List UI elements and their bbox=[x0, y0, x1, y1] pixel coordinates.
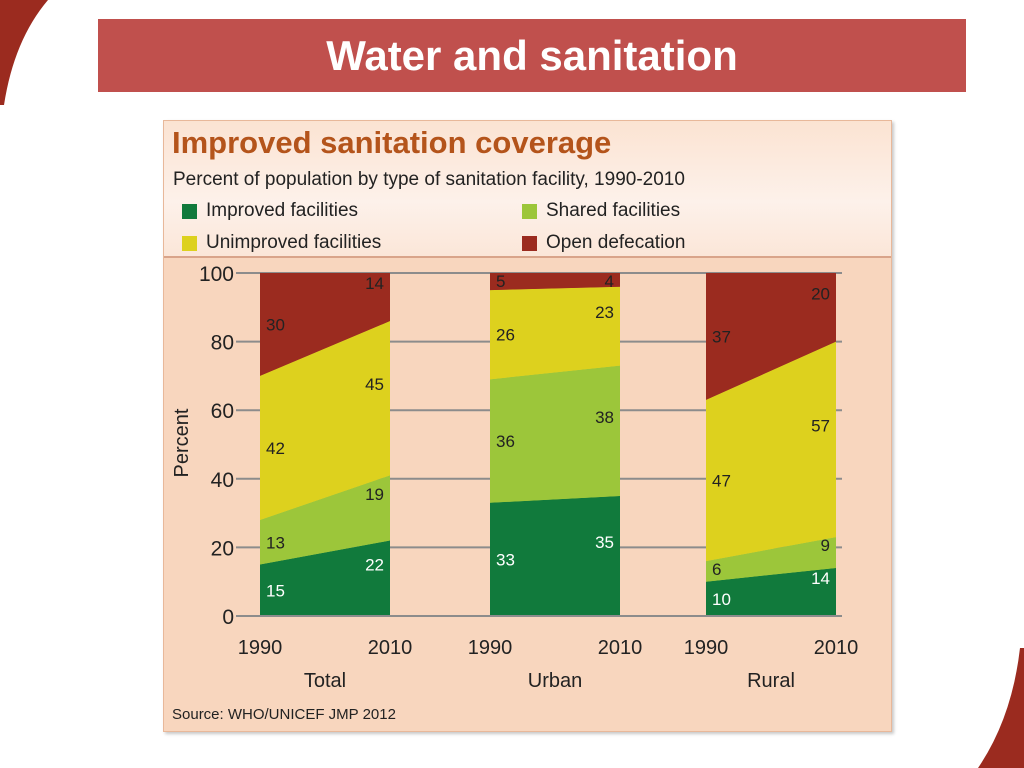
legend-label-open: Open defecation bbox=[546, 232, 686, 253]
data-label-rural-1990-shared: 6 bbox=[712, 560, 721, 579]
data-label-urban-2010-unimproved: 23 bbox=[595, 303, 614, 322]
bar-urban-open bbox=[490, 273, 620, 291]
bar-rural-improved bbox=[706, 567, 836, 616]
x-tick-label-rural-1990: 1990 bbox=[684, 637, 729, 659]
data-label-rural-1990-improved: 10 bbox=[712, 590, 731, 609]
y-tick-label: 0 bbox=[222, 606, 234, 629]
bar-rural-unimproved bbox=[706, 341, 836, 562]
data-label-total-1990-shared: 13 bbox=[266, 533, 285, 552]
legend-label-shared: Shared facilities bbox=[546, 200, 681, 221]
data-label-urban-1990-shared: 36 bbox=[496, 432, 515, 451]
data-label-rural-1990-unimproved: 47 bbox=[712, 472, 731, 491]
bar-total-improved bbox=[260, 540, 390, 616]
data-label-total-1990-open: 30 bbox=[266, 315, 285, 334]
corner-decoration-bottom-right bbox=[978, 648, 1024, 768]
data-label-rural-1990-open: 37 bbox=[712, 327, 731, 346]
y-tick-label: 60 bbox=[211, 400, 234, 423]
data-label-rural-2010-improved: 14 bbox=[811, 569, 830, 588]
x-tick-label-total-2010: 2010 bbox=[368, 637, 413, 659]
bar-total-open bbox=[260, 273, 390, 376]
chart-header: Improved sanitation coverage Percent of … bbox=[164, 121, 891, 258]
data-label-total-1990-unimproved: 42 bbox=[266, 439, 285, 458]
data-label-rural-2010-shared: 9 bbox=[821, 536, 830, 555]
legend-item-unimproved: Unimproved facilities bbox=[182, 232, 381, 254]
bar-urban-shared bbox=[490, 365, 620, 503]
source-note: Source: WHO/UNICEF JMP 2012 bbox=[172, 706, 396, 723]
bar-total-unimproved bbox=[260, 321, 390, 520]
y-tick-label: 40 bbox=[211, 469, 234, 492]
slide-title: Water and sanitation bbox=[326, 31, 738, 79]
legend-label-improved: Improved facilities bbox=[206, 200, 359, 221]
slide-title-bar: Water and sanitation bbox=[98, 19, 966, 92]
legend-swatch-open bbox=[522, 235, 537, 251]
x-tick-label-total-1990: 1990 bbox=[238, 637, 283, 659]
x-tick-label-urban-1990: 1990 bbox=[468, 637, 513, 659]
data-label-total-2010-shared: 19 bbox=[365, 485, 384, 504]
corner-decoration-top-left bbox=[0, 0, 48, 105]
chart-title: Improved sanitation coverage bbox=[172, 125, 612, 160]
data-label-rural-2010-open: 20 bbox=[811, 284, 830, 303]
group-label-urban: Urban bbox=[528, 670, 582, 692]
group-label-rural: Rural bbox=[747, 670, 795, 692]
bar-urban-unimproved bbox=[490, 286, 620, 380]
chart-subtitle: Percent of population by type of sanitat… bbox=[173, 169, 685, 190]
y-tick-label: 100 bbox=[199, 263, 234, 286]
data-label-total-2010-unimproved: 45 bbox=[365, 375, 384, 394]
data-label-total-2010-improved: 22 bbox=[365, 555, 384, 574]
legend-swatch-improved bbox=[182, 203, 197, 219]
x-tick-label-rural-2010: 2010 bbox=[814, 637, 859, 659]
y-tick-label: 20 bbox=[211, 537, 234, 560]
data-label-urban-2010-shared: 38 bbox=[595, 408, 614, 427]
group-label-total: Total bbox=[304, 670, 346, 692]
legend-item-open: Open defecation bbox=[522, 232, 685, 254]
chart-panel: Improved sanitation coverage Percent of … bbox=[163, 120, 892, 732]
bar-total-shared bbox=[260, 475, 390, 565]
legend-swatch-shared bbox=[522, 203, 537, 219]
y-axis-label: Percent bbox=[171, 408, 193, 477]
data-label-urban-2010-improved: 35 bbox=[595, 533, 614, 552]
data-label-urban-1990-improved: 33 bbox=[496, 550, 515, 569]
data-label-total-1990-improved: 15 bbox=[266, 581, 285, 600]
data-label-urban-1990-unimproved: 26 bbox=[496, 326, 515, 345]
data-label-urban-2010-open: 4 bbox=[605, 272, 614, 291]
bar-rural-open bbox=[706, 273, 836, 400]
data-label-rural-2010-unimproved: 57 bbox=[811, 416, 830, 435]
legend-item-improved: Improved facilities bbox=[182, 200, 358, 222]
bar-urban-improved bbox=[490, 495, 620, 616]
legend-swatch-unimproved bbox=[182, 235, 197, 251]
legend-item-shared: Shared facilities bbox=[522, 200, 680, 222]
x-tick-label-urban-2010: 2010 bbox=[598, 637, 643, 659]
data-label-urban-1990-open: 5 bbox=[496, 272, 505, 291]
legend-label-unimproved: Unimproved facilities bbox=[206, 232, 382, 253]
data-label-total-2010-open: 14 bbox=[365, 274, 384, 293]
bar-rural-shared bbox=[706, 537, 836, 582]
y-tick-label: 80 bbox=[211, 332, 234, 355]
